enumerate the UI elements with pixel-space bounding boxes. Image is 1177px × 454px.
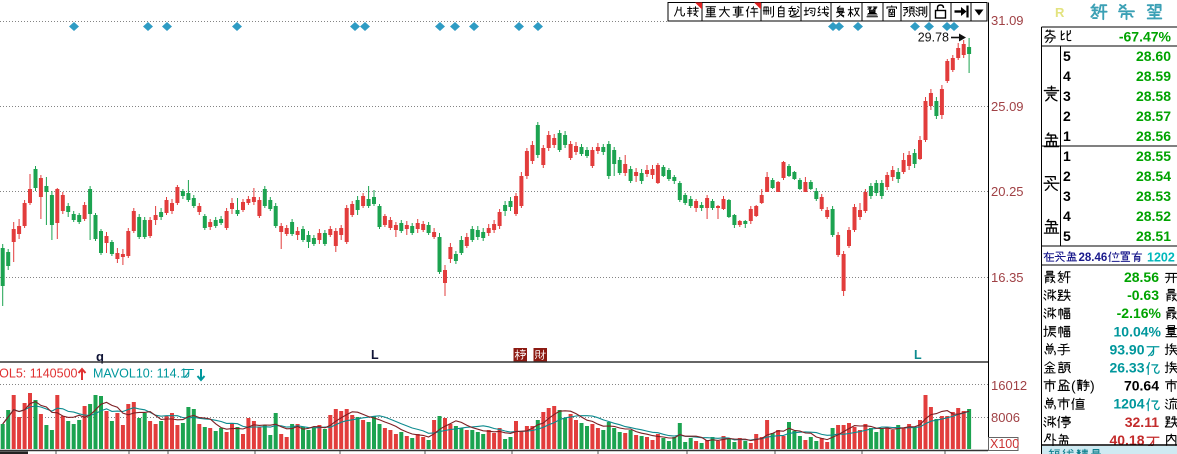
svg-text:-2.16%: -2.16% xyxy=(1117,305,1162,321)
svg-text:25.09: 25.09 xyxy=(991,99,1024,114)
svg-text:1: 1 xyxy=(1063,148,1071,164)
svg-text:10.04%: 10.04% xyxy=(1114,323,1162,339)
svg-text:5: 5 xyxy=(1063,48,1071,64)
svg-text:31.09: 31.09 xyxy=(991,13,1024,28)
svg-text:1: 1 xyxy=(1063,128,1071,144)
svg-text:28.56: 28.56 xyxy=(1124,269,1159,285)
svg-text:1202: 1202 xyxy=(1147,251,1175,265)
svg-text:28.56: 28.56 xyxy=(1136,128,1171,144)
svg-text:16012: 16012 xyxy=(991,378,1027,393)
svg-text:5: 5 xyxy=(1063,228,1071,244)
svg-text:28.60: 28.60 xyxy=(1136,48,1171,64)
svg-text:29.78: 29.78 xyxy=(918,31,949,45)
svg-text:32.11: 32.11 xyxy=(1125,414,1159,430)
svg-text:-0.63: -0.63 xyxy=(1127,287,1159,303)
svg-text:R: R xyxy=(1055,5,1065,20)
svg-text:L: L xyxy=(371,348,379,362)
svg-text:q: q xyxy=(96,349,104,364)
svg-text:93.90: 93.90 xyxy=(1109,341,1144,357)
svg-text:4: 4 xyxy=(1063,208,1071,224)
svg-text:28.59: 28.59 xyxy=(1136,68,1171,84)
svg-text:28.55: 28.55 xyxy=(1136,148,1171,164)
svg-text:70.64: 70.64 xyxy=(1124,378,1159,394)
svg-text:(: ( xyxy=(1071,378,1076,394)
svg-text:28.51: 28.51 xyxy=(1136,228,1171,244)
svg-text:4: 4 xyxy=(1063,68,1071,84)
svg-text:MAVOL10: 114.1: MAVOL10: 114.1 xyxy=(93,367,187,381)
svg-text:26.33: 26.33 xyxy=(1109,360,1144,376)
svg-text:40.18: 40.18 xyxy=(1109,432,1144,448)
svg-text:16.35: 16.35 xyxy=(991,270,1024,285)
svg-text:2: 2 xyxy=(1063,108,1071,124)
svg-text:3: 3 xyxy=(1063,188,1071,204)
svg-text:2: 2 xyxy=(1063,168,1071,184)
svg-text:1204: 1204 xyxy=(1113,396,1144,412)
svg-text:MAVOL5: 1140500: MAVOL5: 1140500 xyxy=(0,367,78,381)
svg-text:X100: X100 xyxy=(990,437,1019,451)
svg-text:-67.47%: -67.47% xyxy=(1119,29,1172,45)
svg-text:): ) xyxy=(1090,378,1095,394)
svg-text:28.57: 28.57 xyxy=(1136,108,1171,124)
svg-text:28.46: 28.46 xyxy=(1079,252,1108,264)
svg-text:20.25: 20.25 xyxy=(991,184,1024,199)
svg-text:3: 3 xyxy=(1063,88,1071,104)
svg-text:28.53: 28.53 xyxy=(1136,188,1171,204)
svg-text:28.54: 28.54 xyxy=(1136,168,1171,184)
svg-text:L: L xyxy=(914,348,922,362)
svg-text:28.58: 28.58 xyxy=(1136,88,1171,104)
svg-text:28.52: 28.52 xyxy=(1136,208,1171,224)
svg-text:8006: 8006 xyxy=(991,410,1020,425)
